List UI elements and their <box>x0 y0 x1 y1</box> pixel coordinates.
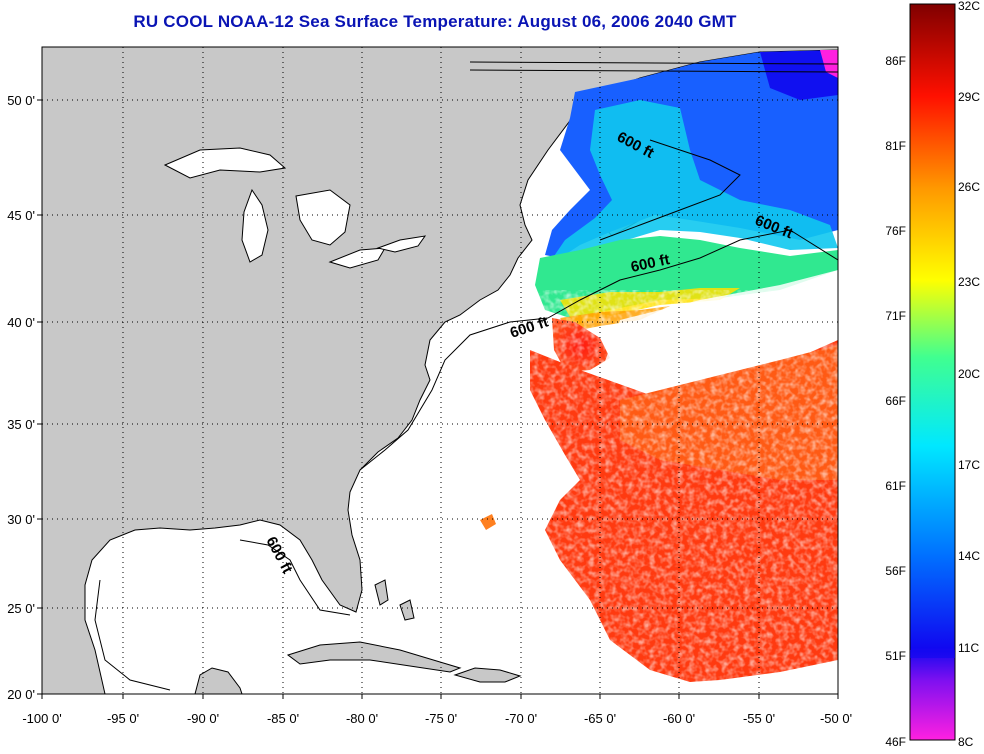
lon-label: -100 0' <box>22 711 61 726</box>
colorbar-celsius-label: 8C <box>958 735 974 749</box>
lat-label: 50 0' <box>7 93 35 108</box>
colorbar-celsius-label: 17C <box>958 458 980 472</box>
colorbar-fahrenheit-labels: 86F 81F 76F 71F 66F 61F 56F 51F 46F <box>885 54 906 749</box>
great-lakes <box>163 147 427 269</box>
lon-label: -70 0' <box>505 711 537 726</box>
caribbean-islands <box>286 579 522 683</box>
latitude-labels: 20 0' 25 0' 30 0' 35 0' 40 0' 45 0' 50 0… <box>7 93 35 702</box>
colorbar-fahrenheit-label: 81F <box>885 139 906 153</box>
colorbar-celsius-label: 29C <box>958 90 980 104</box>
bathymetry-contours <box>94 61 838 691</box>
colorbar-fahrenheit-label: 71F <box>885 309 906 323</box>
colorbar-gradient <box>909 3 956 741</box>
map-plot-area: 600 ft 600 ft 600 ft 600 ft 600 ft <box>42 47 838 694</box>
sst-cyan-shelf <box>550 100 838 270</box>
lon-label: -65 0' <box>584 711 616 726</box>
lat-label: 25 0' <box>7 601 35 616</box>
land-north-america <box>42 47 838 694</box>
colorbar-fahrenheit-label: 51F <box>885 649 906 663</box>
colorbar-celsius-label: 26C <box>958 180 980 194</box>
lat-label: 45 0' <box>7 208 35 223</box>
lat-label: 30 0' <box>7 512 35 527</box>
plot-frame <box>41 46 839 695</box>
colorbar-fahrenheit-label: 61F <box>885 479 906 493</box>
colorbar-celsius-label: 20C <box>958 367 980 381</box>
colorbar-celsius-label: 11C <box>958 641 979 655</box>
cloud-speckle-overlay <box>530 290 838 690</box>
lon-label: -55 0' <box>743 711 775 726</box>
colorbar-celsius-label: 23C <box>958 275 980 289</box>
lat-label: 35 0' <box>7 417 35 432</box>
colorbar-fahrenheit-label: 66F <box>885 394 906 408</box>
colorbar-celsius-label: 32C <box>958 0 980 13</box>
colorbar-celsius-label: 14C <box>958 549 980 563</box>
colorbar-fahrenheit-label: 46F <box>885 735 906 749</box>
lat-label: 20 0' <box>7 687 35 702</box>
sst-very-cold-patch <box>760 50 838 100</box>
colorbar: 32C 29C 26C 23C 20C 17C 14C 11C 8C 86F 8… <box>885 0 980 749</box>
lon-label: -75 0' <box>425 711 457 726</box>
lon-label: -85 0' <box>267 711 299 726</box>
land-yucatan <box>194 667 243 694</box>
colorbar-celsius-labels: 32C 29C 26C 23C 20C 17C 14C 11C 8C <box>958 0 980 749</box>
lon-label: -80 0' <box>346 711 378 726</box>
lon-label: -90 0' <box>187 711 219 726</box>
lat-label: 40 0' <box>7 315 35 330</box>
map-title: RU COOL NOAA-12 Sea Surface Temperature:… <box>133 12 737 31</box>
colorbar-fahrenheit-label: 86F <box>885 54 906 68</box>
axis-tick-marks <box>37 99 839 699</box>
colorbar-fahrenheit-label: 76F <box>885 224 906 238</box>
lon-label: -60 0' <box>663 711 695 726</box>
sst-warm-patch-offshore <box>480 514 496 530</box>
colorbar-fahrenheit-label: 56F <box>885 564 906 578</box>
longitude-labels: -100 0' -95 0' -90 0' -85 0' -80 0' -75 … <box>22 711 852 726</box>
lon-label: -95 0' <box>107 711 139 726</box>
lon-label: -50 0' <box>820 711 852 726</box>
colorbar-band <box>910 650 955 658</box>
